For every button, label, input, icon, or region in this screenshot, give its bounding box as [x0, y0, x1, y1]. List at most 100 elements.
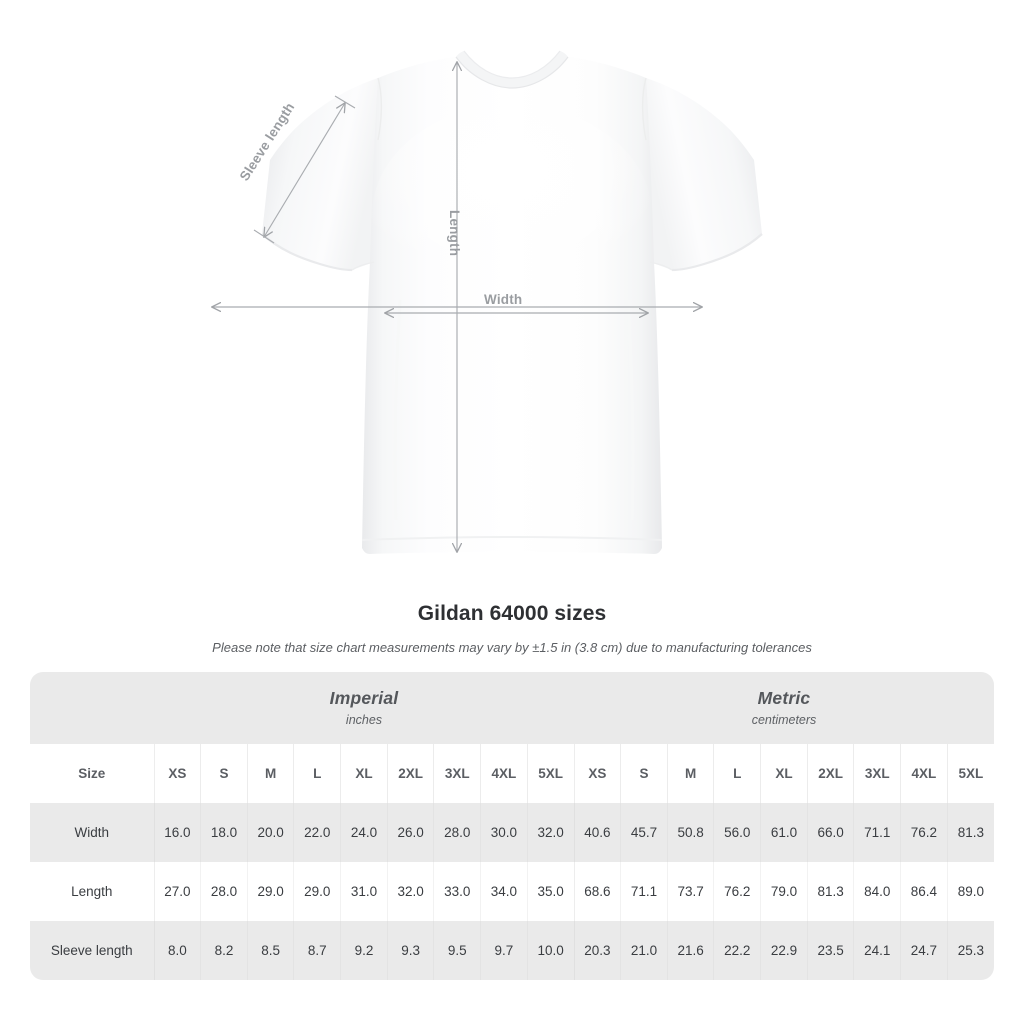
length-label: Length: [447, 210, 462, 257]
size-header-imperial-4xl: 4XL: [480, 744, 528, 803]
cell-sleeve-metric-m: 21.6: [666, 921, 714, 980]
size-header-metric-2xl: 2XL: [806, 744, 854, 803]
left-sleeve-hem: [261, 233, 353, 272]
collar-inner-edge: [463, 50, 561, 79]
cell-length-imperial-3xl: 33.0: [433, 862, 481, 921]
cell-length-imperial-s: 28.0: [200, 862, 248, 921]
metric-subtitle: centimeters: [751, 713, 817, 727]
title-block: Gildan 64000 sizes Please note that size…: [0, 600, 1024, 656]
sleeve-arrow: [264, 103, 345, 237]
size-header-imperial-xl: XL: [340, 744, 388, 803]
tshirt-svg: [0, 50, 763, 554]
row-label-length: Length: [30, 862, 154, 921]
cell-width-metric-xs: 40.6: [573, 803, 621, 862]
right-armhole-seam: [649, 261, 673, 271]
cell-sleeve-imperial-4xl: 9.7: [480, 921, 528, 980]
cell-length-imperial-l: 29.0: [293, 862, 341, 921]
cell-width-imperial-2xl: 26.0: [386, 803, 434, 862]
tshirt-body-group: [261, 50, 763, 554]
cell-length-imperial-xs: 27.0: [153, 862, 201, 921]
chest-highlight: [372, 105, 652, 325]
metric-title: Metric: [757, 688, 811, 708]
cell-width-metric-l: 56.0: [713, 803, 761, 862]
size-header-imperial-3xl: 3XL: [433, 744, 481, 803]
size-chart-table: Imperial inches Metric centimeters Size …: [30, 672, 994, 980]
cell-sleeve-imperial-m: 8.5: [246, 921, 294, 980]
cell-length-metric-2xl: 81.3: [806, 862, 854, 921]
right-sleeve-hem: [671, 233, 763, 272]
size-header-metric-l: L: [713, 744, 761, 803]
cell-sleeve-metric-5xl: 25.3: [946, 921, 994, 980]
cell-width-metric-4xl: 76.2: [900, 803, 948, 862]
size-header-corner: Size: [30, 744, 154, 803]
cell-sleeve-metric-3xl: 24.1: [853, 921, 901, 980]
tshirt-illustration: Sleeve length Length Width: [0, 50, 763, 554]
size-header-imperial-5xl: 5XL: [526, 744, 574, 803]
width-label: Width: [484, 292, 523, 307]
left-armhole-seam: [351, 261, 375, 271]
cell-width-imperial-l: 22.0: [293, 803, 341, 862]
collar-outer-edge: [455, 56, 569, 89]
size-header-row: Size XS S M L XL 2XL 3XL 4XL 5XL XS S M …: [30, 744, 994, 803]
cell-sleeve-metric-s: 21.0: [620, 921, 668, 980]
cell-length-imperial-m: 29.0: [246, 862, 294, 921]
cell-sleeve-imperial-s: 8.2: [200, 921, 248, 980]
size-header-imperial-l: L: [293, 744, 341, 803]
cell-width-imperial-3xl: 28.0: [433, 803, 481, 862]
imperial-title: Imperial: [329, 688, 399, 708]
page-title: Gildan 64000 sizes: [417, 602, 607, 625]
cell-length-metric-s: 71.1: [620, 862, 668, 921]
fold-left: [393, 299, 402, 521]
cell-sleeve-imperial-5xl: 10.0: [526, 921, 574, 980]
cell-width-imperial-s: 18.0: [200, 803, 248, 862]
left-shoulder-seam: [377, 77, 383, 141]
cell-width-imperial-5xl: 32.0: [526, 803, 574, 862]
cell-length-imperial-xl: 31.0: [340, 862, 388, 921]
unit-band-metric: Metric centimeters: [574, 672, 994, 744]
cell-length-metric-m: 73.7: [666, 862, 714, 921]
cell-length-imperial-2xl: 32.0: [386, 862, 434, 921]
cell-width-metric-xl: 61.0: [760, 803, 808, 862]
cell-length-imperial-5xl: 35.0: [526, 862, 574, 921]
fold-right: [626, 299, 635, 521]
size-chart-container: Imperial inches Metric centimeters Size …: [30, 672, 994, 980]
imperial-subtitle: inches: [345, 713, 383, 727]
unit-band-imperial: Imperial inches: [154, 672, 574, 744]
cell-length-imperial-4xl: 34.0: [480, 862, 528, 921]
collar-band: [456, 51, 568, 88]
unit-band-row: Imperial inches Metric centimeters: [30, 672, 994, 744]
cell-width-metric-m: 50.8: [666, 803, 714, 862]
cell-width-imperial-xs: 16.0: [153, 803, 201, 862]
cell-sleeve-imperial-2xl: 9.3: [386, 921, 434, 980]
cell-sleeve-imperial-xl: 9.2: [340, 921, 388, 980]
cell-length-metric-xl: 79.0: [760, 862, 808, 921]
cell-sleeve-metric-l: 22.2: [713, 921, 761, 980]
bottom-hem: [361, 536, 663, 541]
size-header-metric-5xl: 5XL: [946, 744, 994, 803]
cell-width-metric-s: 45.7: [620, 803, 668, 862]
table-row: Length 27.0 28.0 29.0 29.0 31.0 32.0 33.…: [30, 862, 994, 921]
cell-width-metric-3xl: 71.1: [853, 803, 901, 862]
size-header-metric-m: M: [666, 744, 714, 803]
tolerance-note: Please note that size chart measurements…: [212, 640, 812, 655]
cell-sleeve-imperial-xs: 8.0: [153, 921, 201, 980]
size-header-imperial-s: S: [200, 744, 248, 803]
cell-width-metric-2xl: 66.0: [806, 803, 854, 862]
cell-sleeve-metric-xl: 22.9: [760, 921, 808, 980]
cell-length-metric-xs: 68.6: [573, 862, 621, 921]
row-label-width: Width: [30, 803, 154, 862]
size-header-metric-xs: XS: [573, 744, 621, 803]
sleeve-tick-bottom: [253, 229, 275, 244]
measurement-annotations: [212, 62, 702, 552]
cell-sleeve-metric-4xl: 24.7: [900, 921, 948, 980]
size-header-metric-xl: XL: [760, 744, 808, 803]
sleeve-tick-top: [334, 95, 356, 109]
cell-sleeve-imperial-3xl: 9.5: [433, 921, 481, 980]
cell-sleeve-metric-2xl: 23.5: [806, 921, 854, 980]
cell-length-metric-3xl: 84.0: [853, 862, 901, 921]
row-label-sleeve-length: Sleeve length: [30, 921, 154, 980]
cell-width-metric-5xl: 81.3: [946, 803, 994, 862]
right-shoulder-seam: [641, 77, 647, 141]
cell-sleeve-imperial-l: 8.7: [293, 921, 341, 980]
size-header-metric-s: S: [620, 744, 668, 803]
